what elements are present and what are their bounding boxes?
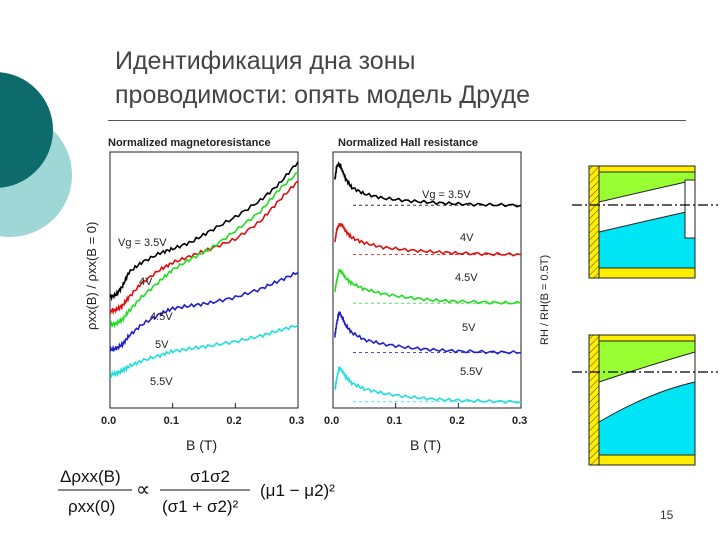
panel-magnetoresistance: Normalized magnetoresistance 0.0 0.1 0.2 0.… (84, 137, 304, 453)
panel1-ticks: 0.0 0.1 0.2 0.3 (101, 403, 304, 427)
bottom-green-band (598, 340, 696, 383)
band-diagrams (572, 165, 718, 466)
decor-circle-dark (0, 72, 53, 188)
formula-lhs-numerator: Δρxx(B) (60, 467, 121, 486)
panel1-series-line (109, 172, 299, 329)
title-line-2: проводимости: опять модель Друде (115, 81, 531, 109)
p1-label-3.5V: Vg = 3.5V (118, 237, 167, 249)
top-wall-left (588, 165, 600, 279)
p1-label-5.5V: 5.5V (150, 376, 173, 388)
panel1-ylabel: ρxx(B) / ρxx(B = 0) (84, 222, 99, 330)
panel2-ticks: 0.0 0.1 0.2 0.3 (324, 403, 527, 427)
bottom-wall-top (598, 334, 696, 342)
panel2-series (334, 161, 522, 404)
decor-circles (0, 72, 72, 237)
formula-lhs-denominator: ρxx(0) (68, 497, 115, 516)
p2-label-4.5V: 4.5V (455, 272, 478, 284)
formula-mobility-term: (μ1 − μ2)² (260, 481, 335, 500)
bottom-cyan-band (598, 381, 696, 456)
panel2-series-line (334, 311, 522, 355)
panel1-series-line (109, 161, 299, 302)
top-wall-top (598, 165, 696, 173)
title-divider (108, 120, 686, 121)
p1-label-4V: 4V (139, 276, 153, 288)
formula-rhs-numerator: σ1σ2 (190, 467, 230, 486)
panel1-xtick-label: 0.2 (226, 415, 241, 427)
panel2-ylabel: RH / RH(B = 0.5T) (539, 255, 551, 345)
top-right-slab (684, 179, 696, 239)
panel2-series-line (334, 222, 522, 257)
title-line-1: Идентификация дна зоны (115, 47, 416, 75)
p2-label-4V: 4V (460, 232, 474, 244)
slide-title: Идентификация дна зоны проводимости: опя… (115, 44, 705, 112)
top-cyan-band (598, 209, 696, 269)
bottom-wall-bottom (598, 454, 696, 466)
bottom-wall-left (588, 334, 600, 466)
bottom-outline (598, 340, 696, 456)
panel2-series-line (334, 269, 522, 305)
p1-label-4.5V: 4.5V (150, 311, 173, 323)
panel2-xlabel: B (T) (410, 437, 441, 453)
panel1-title: Normalized magnetoresistance (108, 137, 271, 149)
panel2-title: Normalized Hall resistance (338, 137, 478, 149)
panel2-xtick-label: 0.0 (324, 415, 339, 427)
band-diagram-bottom (572, 334, 718, 466)
panel1-series-line (109, 324, 299, 379)
panel1-xlabel: B (T) (186, 437, 217, 453)
drude-formula: Δρxx(B) ρxx(0) ∝ σ1σ2 (σ1 + σ2)² (μ1 − μ… (58, 467, 335, 516)
panel1-series (109, 161, 299, 379)
top-green-band (598, 171, 696, 203)
panel2-xtick-label: 0.1 (387, 415, 402, 427)
panel2-series-line (334, 366, 522, 404)
p1-label-5V: 5V (155, 339, 169, 351)
panel2-xtick-label: 0.2 (449, 415, 464, 427)
top-wall-bottom (598, 267, 696, 279)
panel1-series-line (109, 271, 299, 353)
band-diagram-top (572, 165, 718, 279)
panel2-xtick-label: 0.3 (512, 415, 527, 427)
page-number: 15 (660, 508, 674, 522)
p2-label-5V: 5V (462, 322, 476, 334)
panel2-series-line (334, 161, 522, 208)
panel2-frame (332, 151, 522, 409)
p2-label-3.5V: Vg = 3.5V (422, 189, 471, 201)
panel-hall-resistance: Normalized Hall resistance 0.0 0.1 0.2 0.3 … (324, 137, 551, 453)
panel1-xtick-label: 0.3 (289, 415, 304, 427)
panel1-xtick-label: 0.1 (164, 415, 179, 427)
p2-label-5.5V: 5.5V (460, 366, 483, 378)
panel1-frame (109, 151, 299, 409)
formula-rhs-denominator: (σ1 + σ2)² (162, 497, 239, 516)
formula-proportional: ∝ (136, 479, 150, 501)
panel1-series-line (109, 180, 299, 315)
panel1-xtick-label: 0.0 (101, 415, 116, 427)
